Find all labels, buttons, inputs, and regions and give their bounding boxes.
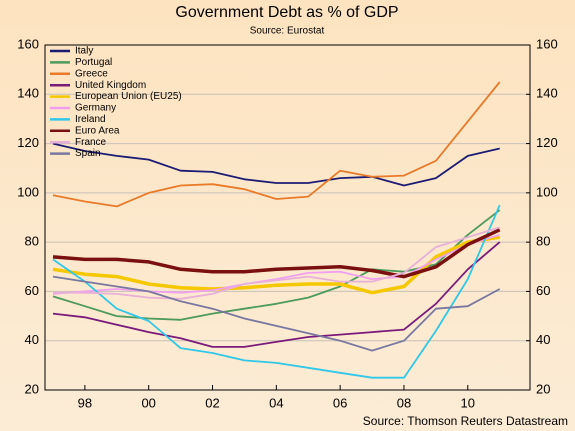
y-tick-label: 80 xyxy=(25,234,39,249)
y2-tick-label: 100 xyxy=(536,184,558,199)
y2-tick-label: 80 xyxy=(536,234,550,249)
y2-tick-label: 160 xyxy=(536,36,558,51)
legend-label: Euro Area xyxy=(75,125,120,136)
x-tick-label: 08 xyxy=(397,395,411,410)
source-note: Source: Thomson Reuters Datastream xyxy=(363,414,568,428)
chart-subtitle: Source: Eurostat xyxy=(250,26,325,37)
series-line xyxy=(52,241,501,348)
y2-tick-label: 140 xyxy=(536,86,558,101)
series-line xyxy=(52,142,500,187)
series-line xyxy=(53,226,500,300)
y2-tick-label: 120 xyxy=(536,135,558,150)
x-tick-label: 06 xyxy=(333,395,347,410)
chart-title: Government Debt as % of GDP xyxy=(175,4,398,21)
legend-label: France xyxy=(75,137,107,148)
x-tick-label: 98 xyxy=(78,395,92,410)
legend-label: United Kingdom xyxy=(75,80,146,91)
series-line xyxy=(52,81,501,208)
x-tick-label: 00 xyxy=(141,395,155,410)
y2-tick-label: 20 xyxy=(536,381,550,396)
x-tick-label: 04 xyxy=(269,395,283,410)
legend-label: European Union (EU25) xyxy=(75,91,182,102)
series-line xyxy=(52,275,501,352)
y-tick-label: 60 xyxy=(25,283,39,298)
series-line xyxy=(52,204,501,379)
legend-label: Greece xyxy=(75,68,108,79)
series-line xyxy=(52,233,500,295)
y-tick-label: 140 xyxy=(17,86,39,101)
legend-label: Germany xyxy=(75,103,116,114)
legend-label: Spain xyxy=(75,148,101,159)
x-tick-label: 10 xyxy=(461,395,475,410)
y-tick-label: 160 xyxy=(17,36,39,51)
y2-tick-label: 60 xyxy=(536,283,550,298)
legend-label: Portugal xyxy=(75,57,112,68)
y-tick-label: 120 xyxy=(17,135,39,150)
y-tick-label: 100 xyxy=(17,184,39,199)
series-line xyxy=(52,235,500,295)
series-line xyxy=(52,228,501,279)
y-tick-label: 40 xyxy=(25,332,39,347)
y2-tick-label: 40 xyxy=(536,332,550,347)
legend-label: Italy xyxy=(75,46,93,57)
x-tick-label: 02 xyxy=(205,395,219,410)
legend-label: Ireland xyxy=(75,114,106,125)
plot-frame xyxy=(44,44,531,391)
y-tick-label: 20 xyxy=(25,381,39,396)
